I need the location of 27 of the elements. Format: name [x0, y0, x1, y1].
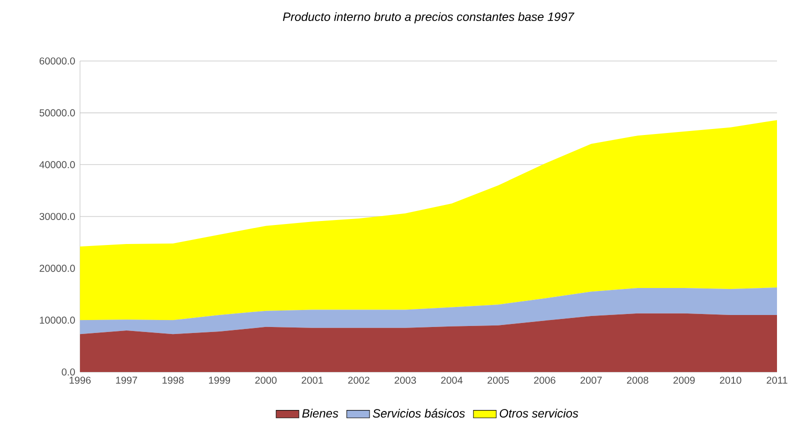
legend-label: Bienes — [302, 408, 338, 418]
x-tick-label: 2010 — [720, 376, 742, 384]
x-tick-label: 1996 — [70, 376, 91, 384]
y-tick-label: 10000.0 — [40, 316, 75, 324]
y-tick-label: 50000.0 — [40, 109, 75, 116]
y-tick-label: 20000.0 — [40, 264, 75, 272]
x-tick-label: 1997 — [116, 376, 138, 384]
x-tick-label: 2005 — [488, 376, 509, 384]
x-tick-label: 2006 — [534, 376, 556, 384]
x-tick-label: 2000 — [255, 376, 277, 384]
x-tick-label: 2008 — [626, 376, 648, 384]
x-tick-label: 2011 — [766, 376, 788, 384]
legend-label: Otros servicios — [500, 408, 578, 418]
x-tick-label: 2009 — [673, 376, 695, 384]
x-tick-label: 2003 — [394, 376, 416, 384]
x-tick-label: 2002 — [348, 376, 370, 384]
x-tick-label: 2004 — [441, 376, 463, 384]
y-tick-label: 60000.0 — [40, 57, 75, 65]
y-tick-label: 30000.0 — [40, 212, 75, 220]
y-tick-label: 40000.0 — [39, 161, 75, 168]
x-tick-label: 2007 — [580, 376, 602, 384]
x-tick-label: 2001 — [302, 376, 323, 384]
x-tick-label: 1998 — [162, 376, 184, 384]
legend-label: Servicios básicos — [372, 408, 465, 418]
x-tick-label: 1999 — [209, 376, 230, 384]
y-tick-label: 0.0 — [62, 368, 75, 376]
chart-title: Producto interno bruto a precios constantes base 1997 — [282, 12, 574, 24]
